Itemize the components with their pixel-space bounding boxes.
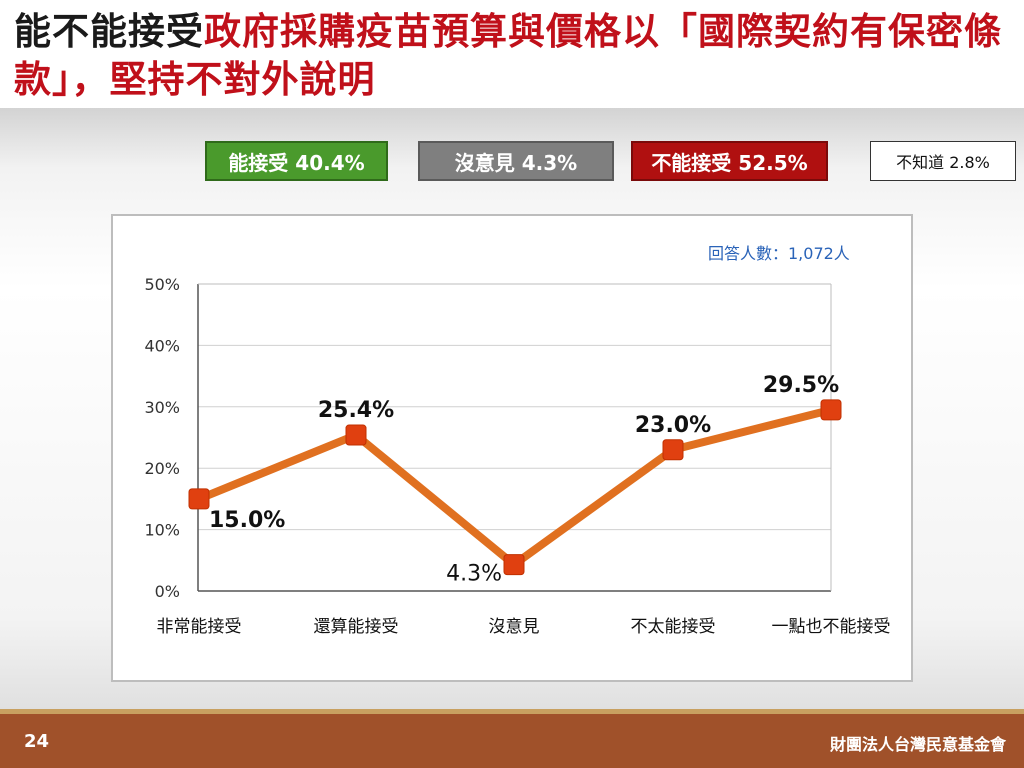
data-point-marker	[188, 488, 210, 510]
series-line	[195, 405, 835, 569]
x-tick-label: 一點也不能接受	[772, 617, 891, 637]
data-label: 4.3%	[446, 562, 502, 587]
footer-divider	[0, 709, 1024, 714]
y-tick-label: 10%	[144, 521, 180, 540]
data-label: 23.0%	[635, 413, 711, 438]
title-rest: 政府採購疫苗預算與價格以「國際契約有保密條款」，堅持不對外說明	[14, 10, 1002, 101]
data-label: 15.0%	[209, 508, 285, 533]
summary-no-opinion: 沒意見 4.3%	[418, 141, 614, 181]
summary-accept: 能接受 40.4%	[205, 141, 388, 181]
data-label: 25.4%	[318, 398, 394, 423]
chart-panel	[111, 214, 913, 682]
respondent-count: 回答人數：1,072人	[708, 244, 850, 263]
x-tick-label: 非常能接受	[157, 617, 242, 637]
page-title: 能不能接受政府採購疫苗預算與價格以「國際契約有保密條款」，堅持不對外說明	[14, 8, 1014, 104]
data-point-marker	[820, 399, 842, 421]
y-tick-label: 50%	[144, 275, 180, 294]
x-tick-label: 還算能接受	[314, 617, 399, 637]
data-point-marker	[503, 554, 525, 576]
data-point-marker	[345, 424, 367, 446]
title-lead: 能不能接受	[14, 10, 204, 53]
y-tick-label: 0%	[155, 582, 180, 601]
summary-reject: 不能接受 52.5%	[631, 141, 828, 181]
data-label: 29.5%	[763, 373, 839, 398]
y-tick-label: 40%	[144, 336, 180, 355]
page-number: 24	[24, 731, 50, 752]
x-tick-label: 不太能接受	[631, 617, 716, 637]
y-tick-label: 30%	[144, 398, 180, 417]
organization-name: 財團法人台灣民意基金會	[829, 735, 1006, 754]
summary-unknown: 不知道 2.8%	[870, 141, 1016, 181]
y-tick-label: 20%	[144, 459, 180, 478]
data-point-marker	[662, 439, 684, 461]
x-tick-label: 沒意見	[489, 617, 540, 637]
footer-bar	[0, 714, 1024, 768]
